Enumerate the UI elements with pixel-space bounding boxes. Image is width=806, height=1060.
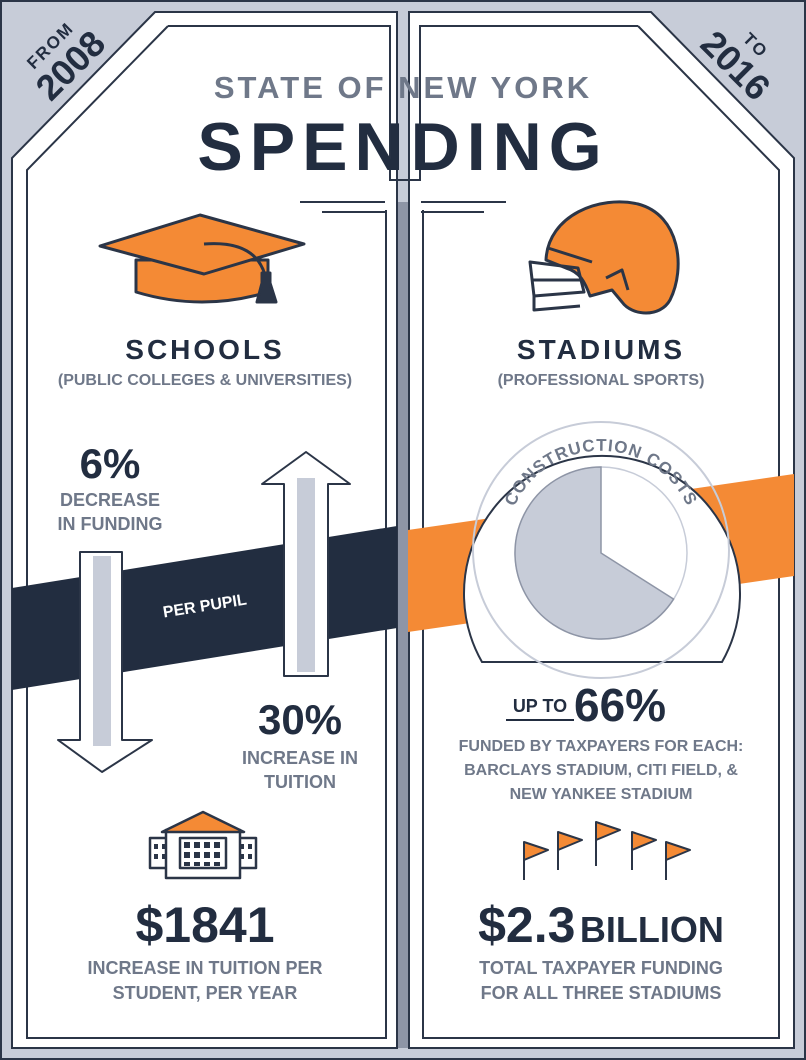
- total-funding-line2: FOR ALL THREE STADIUMS: [480, 983, 722, 1003]
- tuition-cost-value: $1841: [135, 897, 275, 953]
- stadiums-heading: STADIUMS: [516, 334, 686, 365]
- flag-icon: [557, 831, 583, 870]
- share-line1: FUNDED BY TAXPAYERS FOR EACH:: [458, 738, 744, 755]
- tuition-cost-line2: STUDENT, PER YEAR: [112, 983, 298, 1003]
- share-line2: BARCLAYS STADIUM, CITI FIELD, &: [464, 762, 738, 779]
- construction-costs-medallion: CONSTRUCTION COSTS: [463, 421, 741, 679]
- share-value: 66%: [574, 679, 667, 731]
- share-line3: NEW YANKEE STADIUM: [509, 786, 693, 803]
- funding-change-value: 6%: [79, 440, 141, 487]
- share-prefix: UP TO: [512, 696, 568, 716]
- total-funding-value: $2.3: [478, 897, 576, 953]
- school-building-icon: [148, 810, 258, 880]
- pie-taxpayer-slice: [514, 466, 675, 640]
- football-helmet-icon: [528, 200, 680, 315]
- tuition-change-line1: INCREASE IN: [241, 748, 358, 768]
- graduation-cap-icon: [98, 213, 306, 304]
- tuition-change-line2: TUITION: [264, 772, 336, 792]
- stadiums-subheading: (PROFESSIONAL SPORTS): [497, 372, 705, 389]
- funding-change-line1: DECREASE: [59, 490, 161, 510]
- funding-change-line2: IN FUNDING: [57, 514, 163, 534]
- arrow-down-icon: [57, 551, 153, 773]
- arrow-up-icon: [261, 451, 351, 677]
- flag-icon: [631, 831, 657, 870]
- center-divider: [398, 202, 408, 1048]
- flag-icon: [523, 841, 549, 880]
- tuition-cost-line1: INCREASE IN TUITION PER: [87, 958, 323, 978]
- page-title: SPENDING: [197, 109, 609, 185]
- schools-heading: SCHOOLS: [125, 334, 285, 365]
- left-panel-outline: [11, 11, 398, 1049]
- flag-icon: [595, 821, 621, 866]
- schools-subheading: (PUBLIC COLLEGES & UNIVERSITIES): [57, 372, 353, 389]
- share-prefix-underline: [506, 719, 574, 721]
- tuition-change-value: 30%: [257, 696, 343, 743]
- flags-group: [523, 821, 691, 880]
- total-funding-unit: BILLION: [579, 909, 724, 950]
- total-funding: $2.3 BILLION: [416, 896, 786, 954]
- header-kicker: STATE OF NEW YORK: [213, 70, 593, 105]
- total-funding-line1: TOTAL TAXPAYER FUNDING: [479, 958, 723, 978]
- flag-icon: [665, 841, 691, 880]
